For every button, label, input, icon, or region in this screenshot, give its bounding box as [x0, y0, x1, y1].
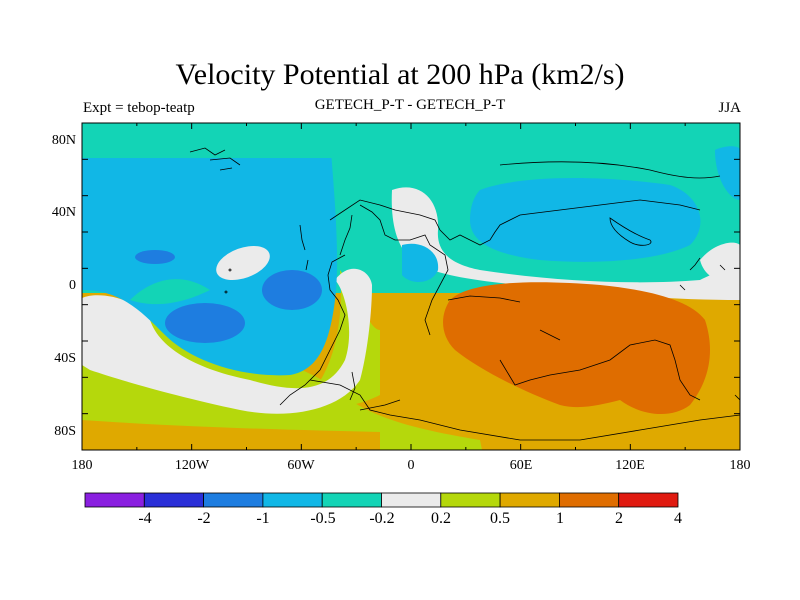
colorbar-swatch	[262, 492, 323, 508]
colorbar-label: 1	[556, 510, 564, 527]
season-label: JJA	[718, 100, 741, 116]
coastlines	[189, 147, 740, 441]
plot-title: Velocity Potential at 200 hPa (km2/s)	[175, 58, 625, 91]
lon-label-0: 0	[407, 458, 415, 473]
lon-label-120e: 120E	[615, 458, 645, 473]
colorbar-label: 4	[674, 510, 682, 527]
lon-label-180e: 180	[729, 458, 751, 473]
velocity-potential-field	[82, 123, 740, 450]
colorbar-label: -2	[197, 510, 211, 527]
colorbar-swatch	[559, 492, 620, 508]
axis-ticks	[81, 122, 741, 451]
lon-label-60e: 60E	[509, 458, 533, 473]
colorbar-swatch	[321, 492, 382, 508]
colorbar-swatch	[440, 492, 501, 508]
lat-label-80n: 80N	[51, 133, 76, 148]
lat-label-40n: 40N	[51, 205, 76, 220]
colorbar-swatch	[143, 492, 205, 508]
colorbar-label: 0.5	[490, 510, 510, 527]
colorbar-swatch	[381, 492, 442, 508]
experiment-label: Expt = tebop-teatp	[83, 100, 195, 116]
colorbar-swatch	[499, 492, 560, 508]
colorbar-swatch	[203, 492, 264, 508]
lon-label-60w: 60W	[287, 458, 315, 473]
lat-label-80s: 80S	[54, 424, 76, 439]
colorbar-label: -0.2	[369, 510, 395, 527]
lon-label-180w: 180	[71, 458, 93, 473]
lon-label-120w: 120W	[174, 458, 210, 473]
colorbar-label: -1	[256, 510, 270, 527]
colorbar-swatch	[84, 492, 145, 508]
lat-label-0: 0	[69, 278, 76, 293]
colorbar-label: -4	[138, 510, 152, 527]
dataset-label: GETECH_P-T - GETECH_P-T	[314, 97, 506, 113]
colorbar-label: -0.5	[310, 510, 336, 527]
colorbar-label: 2	[615, 510, 623, 527]
colorbar-swatch	[618, 492, 679, 508]
colorbar-label: 0.2	[431, 510, 451, 527]
lat-label-40s: 40S	[54, 351, 76, 366]
colorbar	[84, 492, 679, 508]
